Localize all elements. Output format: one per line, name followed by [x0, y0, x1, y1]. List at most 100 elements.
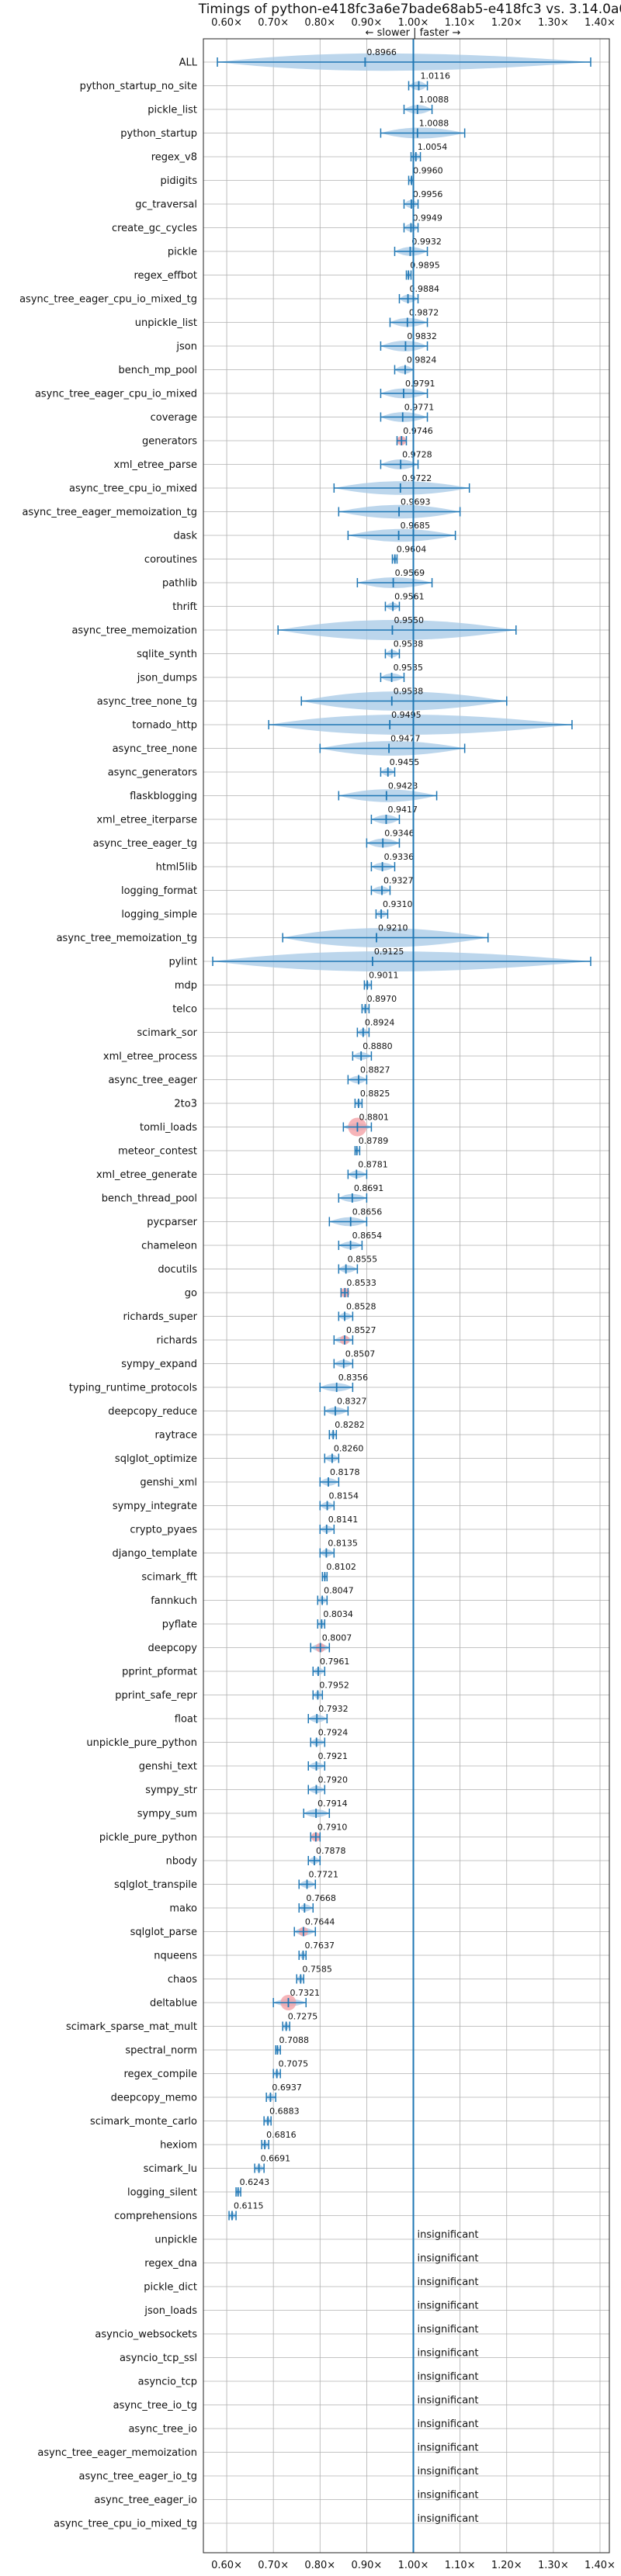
row-label: async_tree_cpu_io_mixed — [69, 483, 197, 495]
value-label: 0.9771 — [404, 403, 435, 413]
value-label: 0.8781 — [358, 1160, 388, 1170]
row-label: ALL — [179, 57, 198, 69]
row-label: nbody — [166, 1856, 198, 1868]
value-label: 0.6937 — [272, 2083, 302, 2093]
row-label: json — [175, 341, 197, 353]
value-label: 0.7321 — [290, 1988, 320, 1998]
value-label: 0.9722 — [402, 473, 432, 483]
value-label: 0.7932 — [318, 1704, 349, 1714]
row-label: crypto_pyaes — [130, 1525, 197, 1536]
x-tick-label-top: 0.70× — [258, 17, 289, 29]
insignificant-label: insignificant — [418, 2371, 479, 2383]
value-label: 0.8656 — [352, 1207, 383, 1217]
value-label: 0.9417 — [387, 805, 418, 815]
value-label: 0.8528 — [346, 1302, 376, 1312]
row-label: telco — [172, 1004, 197, 1016]
value-label: 0.9824 — [407, 355, 437, 365]
row-label: asyncio_websockets — [95, 2329, 197, 2341]
row-label: sqlglot_transpile — [114, 1879, 197, 1891]
value-label: 0.9310 — [383, 899, 413, 909]
value-label: 0.9728 — [402, 450, 432, 460]
row-label: unpickle — [154, 2235, 197, 2246]
row-label: sqlglot_optimize — [115, 1453, 197, 1465]
row-label: float — [175, 1714, 197, 1726]
row-label: comprehensions — [114, 2211, 197, 2222]
row-label: pathlib — [162, 578, 197, 590]
row-label: tomli_loads — [140, 1122, 197, 1134]
value-label: 0.9832 — [407, 331, 437, 341]
value-label: 0.6883 — [269, 2107, 300, 2117]
row-label: deepcopy_memo — [111, 2093, 197, 2104]
row-label: scimark_lu — [144, 2163, 197, 2175]
insignificant-label: insignificant — [418, 2418, 479, 2430]
value-label: 0.7910 — [317, 1823, 348, 1833]
value-label: 0.7920 — [317, 1775, 348, 1785]
row-label: richards_super — [123, 1311, 197, 1323]
insignificant-label: insignificant — [418, 2253, 479, 2265]
value-label: 0.9561 — [394, 592, 425, 602]
insignificant-label: insignificant — [418, 2490, 479, 2502]
top-x-axis: 0.60× 0.70× 0.80× 0.90× 1.00× 1.10× 1.20× 1.30×… — [211, 17, 616, 29]
row-label: html5lib — [156, 862, 197, 874]
value-label: 0.9550 — [394, 615, 424, 625]
value-label: 0.6691 — [261, 2154, 291, 2164]
x-tick-label-top: 0.90× — [351, 17, 382, 29]
value-label: 0.8507 — [345, 1349, 376, 1359]
x-tick-label-bottom: 0.60× — [211, 2560, 242, 2571]
row-label: pycparser — [147, 1217, 197, 1228]
row-label: async_tree_eager_io_tg — [79, 2471, 197, 2483]
value-label: 0.7952 — [319, 1681, 349, 1691]
row-label: scimark_fft — [141, 1572, 197, 1584]
value-label: 0.9455 — [390, 757, 420, 767]
value-label: 0.8282 — [335, 1420, 365, 1430]
value-label: 0.9477 — [390, 734, 421, 744]
value-label: 0.8801 — [359, 1113, 389, 1123]
row-label: sympy_sum — [137, 1809, 197, 1820]
row-label: xml_etree_process — [103, 1051, 197, 1063]
row-label: json_dumps — [137, 673, 197, 684]
x-tick-label-bottom: 1.00× — [398, 2560, 429, 2571]
row-label: chaos — [168, 1974, 197, 1986]
value-label: 0.9604 — [397, 545, 427, 555]
row-label: async_tree_io_tg — [113, 2400, 197, 2412]
row-label: bench_mp_pool — [118, 365, 197, 376]
value-label: 0.8007 — [322, 1633, 352, 1643]
row-label: async_tree_eager_tg — [93, 838, 197, 850]
row-label: pprint_safe_repr — [115, 1690, 197, 1702]
row-label: scimark_sparse_mat_mult — [66, 2021, 197, 2033]
row-label: pickle_list — [147, 105, 197, 116]
insignificant-label: insignificant — [418, 2277, 479, 2288]
row-label: create_gc_cycles — [112, 223, 197, 234]
value-label: 0.7924 — [318, 1728, 349, 1738]
row-label: async_tree_none — [113, 743, 197, 755]
row-label: regex_v8 — [151, 152, 197, 164]
value-label: 0.7075 — [279, 2059, 309, 2069]
value-label: 0.8654 — [352, 1231, 383, 1241]
row-label: nqueens — [154, 1951, 197, 1962]
row-label: logging_simple — [121, 909, 197, 921]
row-label: asyncio_tcp — [138, 2377, 197, 2388]
row-label: async_tree_memoization — [71, 625, 197, 637]
value-label: 0.9791 — [405, 379, 435, 389]
row-label: asyncio_tcp_ssl — [120, 2353, 197, 2364]
row-label: generators — [142, 436, 197, 448]
insignificant-label: insignificant — [418, 2301, 479, 2312]
value-label: 0.8970 — [367, 994, 397, 1004]
value-label: 0.8827 — [360, 1065, 390, 1075]
value-label: 0.6816 — [266, 2130, 297, 2140]
value-label: 0.8825 — [360, 1089, 390, 1099]
x-tick-label-top: 1.20× — [491, 17, 522, 29]
value-label: 0.8047 — [324, 1586, 354, 1596]
row-label: scimark_monte_carlo — [90, 2116, 197, 2128]
value-label: 1.0054 — [418, 142, 448, 152]
value-label: 0.8154 — [329, 1491, 359, 1501]
row-label: sympy_integrate — [113, 1501, 197, 1512]
row-label: async_tree_eager_memoization — [37, 2447, 197, 2459]
x-tick-label-bottom: 1.20× — [491, 2560, 522, 2571]
row-label: spectral_norm — [125, 2045, 197, 2057]
row-label: dask — [173, 531, 197, 542]
row-label: unpickle_pure_python — [86, 1737, 197, 1749]
row-label: mdp — [175, 980, 197, 992]
row-label: logging_silent — [127, 2187, 197, 2199]
value-label: 0.9746 — [403, 426, 433, 436]
